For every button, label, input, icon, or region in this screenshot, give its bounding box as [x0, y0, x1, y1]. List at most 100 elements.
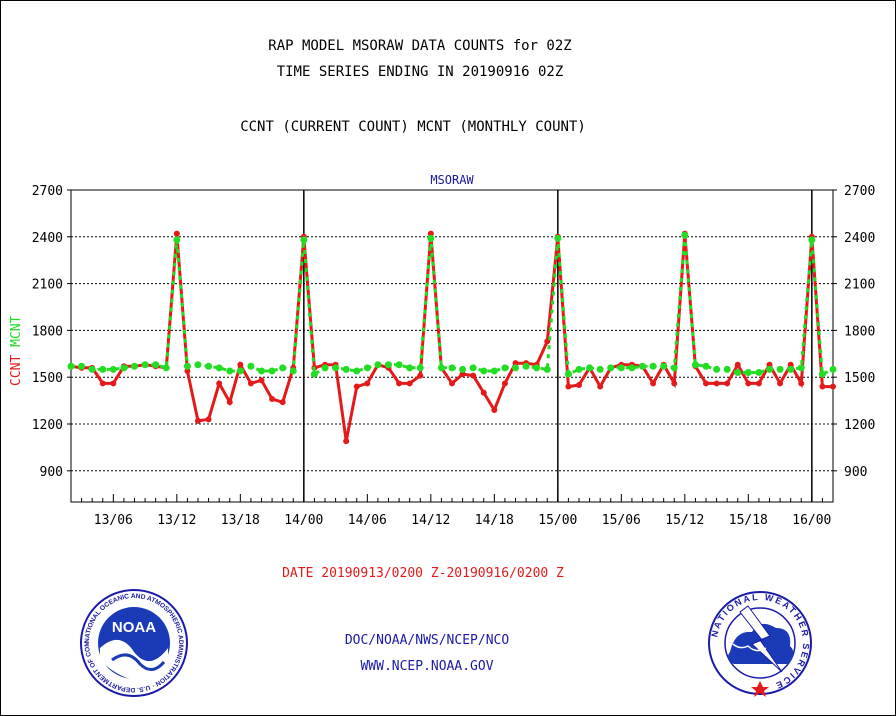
data-point-ccnt	[491, 406, 498, 413]
data-point-ccnt	[449, 380, 455, 387]
y-tick-label-right: 2100	[844, 278, 875, 293]
y-axis-label: CCNT MCNT	[9, 315, 24, 386]
x-tick-label: 16/00	[792, 513, 831, 528]
data-point-ccnt	[597, 383, 604, 390]
data-point-mcnt	[67, 362, 75, 370]
data-point-mcnt	[596, 365, 604, 373]
data-point-mcnt	[152, 361, 160, 369]
label-layer: 900 900 1200 1200 1500 1500 1800 1800 2100 2100 24…	[9, 173, 875, 528]
data-point-ccnt	[713, 380, 720, 387]
plot-title: MSORAW	[430, 173, 474, 187]
y-tick-label-left: 1500	[32, 371, 63, 386]
data-point-mcnt	[766, 365, 773, 373]
svg-text:NATIONAL OCEANIC AND ATMOSPHER: NATIONAL OCEANIC AND ATMOSPHERIC ADMINIS…	[0, 0, 184, 693]
y-tick-label-left: 1800	[32, 324, 63, 339]
data-point-ccnt	[216, 380, 223, 387]
data-point-ccnt	[480, 389, 487, 396]
noaa-ring-text: NATIONAL OCEANIC AND ATMOSPHERIC ADMINIS…	[0, 0, 184, 693]
x-tick-label: 14/12	[411, 513, 450, 528]
data-point-mcnt	[660, 362, 668, 370]
data-point-mcnt	[120, 364, 128, 372]
x-tick-label: 13/18	[221, 513, 260, 528]
x-tick-label: 14/06	[348, 513, 387, 528]
data-point-mcnt	[533, 364, 541, 372]
url-line: WWW.NCEP.NOAA.GOV	[360, 659, 494, 674]
axis-layer	[67, 189, 837, 503]
data-point-ccnt	[173, 230, 180, 237]
data-point-ccnt	[237, 361, 244, 368]
data-point-mcnt	[406, 364, 414, 372]
y-tick-label-left: 2700	[32, 184, 63, 199]
chart-title-line1: RAP MODEL MSORAW DATA COUNTS for 02Z	[268, 38, 572, 54]
y-axis-label-mcnt: MCNT	[9, 315, 24, 346]
data-point-mcnt	[639, 362, 646, 370]
data-point-mcnt	[342, 365, 350, 373]
data-point-mcnt	[289, 367, 297, 375]
data-point-mcnt	[78, 362, 86, 370]
data-point-mcnt	[427, 234, 435, 242]
y-tick-label-left: 900	[40, 465, 63, 480]
data-point-ccnt	[195, 417, 201, 424]
data-point-ccnt	[343, 438, 350, 445]
data-point-ccnt	[830, 383, 836, 390]
series-line-ccnt	[70, 233, 833, 442]
data-point-mcnt	[173, 236, 181, 244]
data-point-ccnt	[247, 380, 254, 387]
data-point-mcnt	[268, 367, 276, 375]
y-tick-label-right: 1500	[844, 371, 875, 386]
data-point-mcnt	[607, 364, 615, 372]
data-point-mcnt	[575, 365, 583, 373]
data-point-mcnt	[512, 364, 519, 372]
data-point-ccnt	[501, 380, 508, 387]
data-point-mcnt	[522, 362, 530, 370]
x-tick-label: 15/00	[538, 513, 577, 528]
y-tick-label-left: 1200	[32, 418, 63, 433]
data-point-mcnt	[681, 231, 689, 239]
data-point-ccnt	[755, 380, 762, 387]
y-tick-label-left: 2100	[32, 278, 63, 293]
data-point-mcnt	[670, 364, 678, 372]
data-point-ccnt	[417, 372, 424, 379]
data-point-mcnt	[363, 364, 371, 372]
data-point-mcnt	[564, 370, 572, 378]
data-point-mcnt	[215, 364, 223, 372]
data-point-mcnt	[829, 365, 837, 373]
data-point-mcnt	[194, 361, 202, 369]
data-point-mcnt	[586, 364, 594, 372]
data-point-mcnt	[713, 365, 721, 373]
series-layer	[67, 230, 837, 445]
y-tick-label-left: 2400	[32, 231, 63, 246]
y-tick-label-right: 2400	[844, 231, 875, 246]
x-tick-label: 15/18	[729, 513, 768, 528]
data-point-ccnt	[279, 399, 286, 406]
data-point-mcnt	[691, 361, 699, 369]
noaa-logo-label: NOAA	[112, 619, 156, 636]
data-point-ccnt	[258, 377, 265, 384]
data-point-mcnt	[236, 367, 244, 375]
data-point-mcnt	[448, 364, 456, 372]
data-point-mcnt	[131, 362, 138, 370]
data-point-ccnt	[650, 380, 657, 387]
data-point-ccnt	[671, 380, 678, 387]
date-range: DATE 20190913/0200 Z-20190916/0200 Z	[282, 566, 564, 581]
data-point-mcnt	[183, 362, 191, 370]
data-point-ccnt	[364, 380, 371, 387]
data-point-mcnt	[332, 364, 340, 372]
data-point-mcnt	[205, 362, 213, 370]
data-point-ccnt	[798, 380, 805, 387]
data-point-mcnt	[628, 364, 636, 372]
data-point-mcnt	[226, 367, 234, 375]
data-point-mcnt	[543, 365, 551, 373]
data-point-mcnt	[787, 365, 795, 373]
data-point-ccnt	[787, 361, 794, 368]
data-point-mcnt	[702, 362, 710, 370]
data-point-mcnt	[818, 370, 826, 378]
data-point-ccnt	[396, 380, 403, 387]
data-point-ccnt	[470, 372, 477, 379]
y-tick-label-right: 2700	[844, 184, 875, 199]
data-point-mcnt	[247, 362, 255, 370]
data-point-mcnt	[649, 362, 657, 370]
data-point-ccnt	[184, 367, 191, 374]
y-tick-label-right: 1800	[844, 324, 875, 339]
data-point-mcnt	[99, 365, 107, 373]
